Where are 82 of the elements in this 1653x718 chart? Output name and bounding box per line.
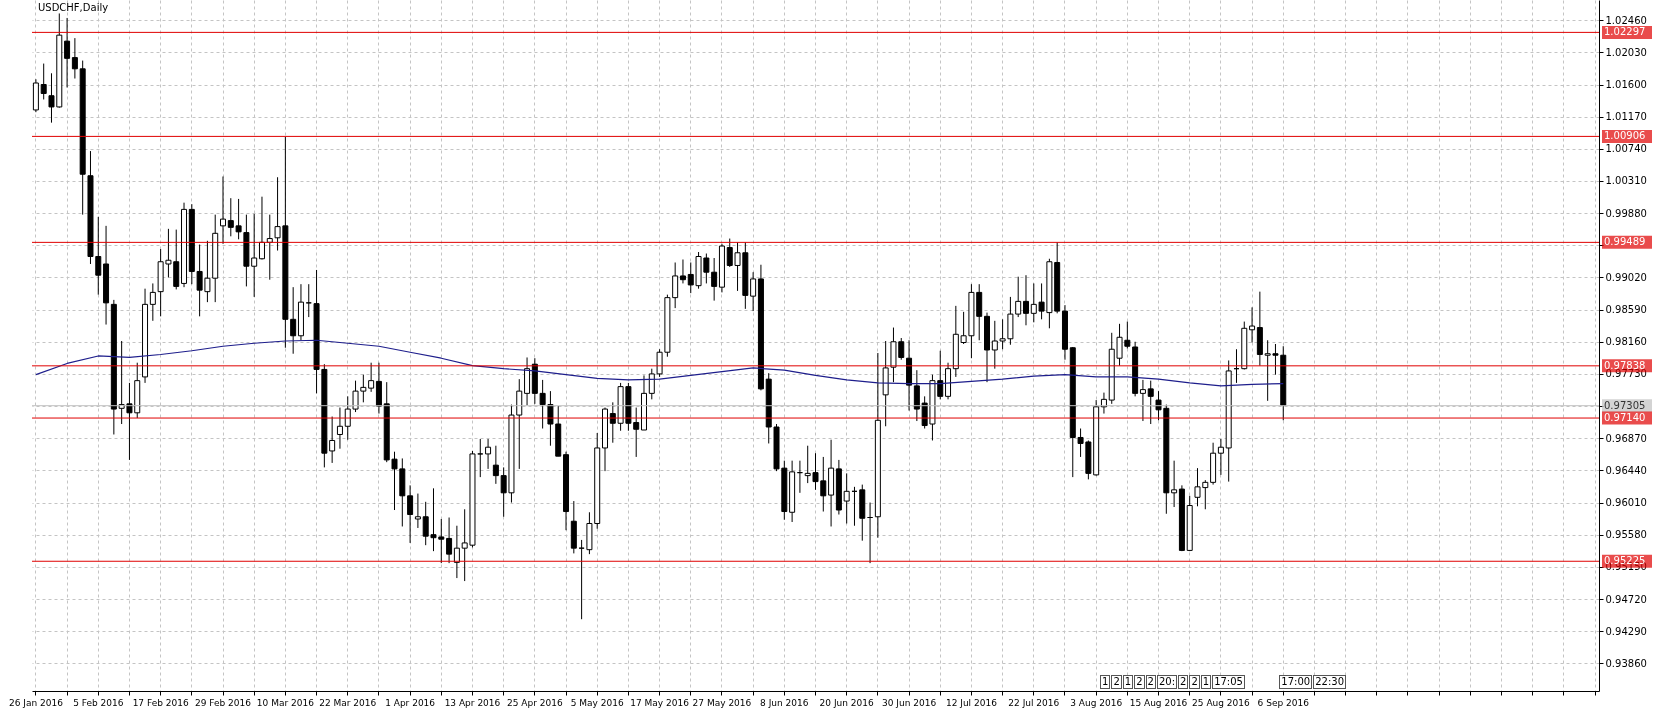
- x-tick-label: 5 May 2016: [570, 697, 624, 708]
- candlestick: [220, 175, 226, 245]
- x-tick-label: 17 Feb 2016: [132, 697, 189, 708]
- x-tick-label: 22 Jul 2016: [1008, 697, 1060, 708]
- candlestick: [485, 438, 492, 470]
- annotation: 1: [1200, 675, 1212, 689]
- annotation: 17:05: [1212, 675, 1245, 689]
- x-tick-label: 15 Aug 2016: [1129, 697, 1188, 708]
- candlestick: [1147, 380, 1154, 425]
- y-tick-label: 1.02460: [1605, 14, 1647, 26]
- annotation: 1: [1122, 675, 1134, 689]
- candlestick: [1217, 438, 1224, 476]
- y-tick-label: 0.96010: [1605, 497, 1647, 509]
- ref-line-label: 0.97838: [1604, 359, 1646, 371]
- candlestick: [1171, 460, 1178, 508]
- annotation: 17:00: [1279, 675, 1313, 689]
- chart-title: USDCHF,Daily: [38, 2, 109, 13]
- candlestick: [492, 445, 499, 485]
- annotation: 2: [1134, 675, 1145, 689]
- x-tick-label: 12 Jul 2016: [945, 697, 998, 708]
- candlestick: [1139, 379, 1146, 422]
- x-tick-label: 10 Mar 2016: [256, 697, 315, 708]
- candlestick: [843, 472, 850, 524]
- ref-line-label: 0.97305: [1604, 399, 1646, 411]
- x-tick-label: 25 Aug 2016: [1192, 697, 1250, 708]
- x-tick-label: 17 May 2016: [630, 697, 690, 708]
- x-tick-label: 20 Jun 2016: [819, 697, 875, 708]
- x-tick-label: 29 Feb 2016: [194, 697, 252, 708]
- candlestick: [1022, 274, 1029, 326]
- candlestick: [477, 438, 484, 478]
- y-tick-label: 0.94290: [1605, 625, 1647, 637]
- x-tick-label: 3 Aug 2016: [1070, 697, 1123, 708]
- candlestick: [258, 196, 265, 260]
- x-tick-label: 1 Apr 2016: [385, 697, 436, 708]
- candlestick: [40, 63, 47, 100]
- y-tick-label: 1.02030: [1605, 46, 1647, 58]
- annotation: 1: [1100, 675, 1111, 689]
- y-tick-label: 0.93860: [1605, 657, 1647, 669]
- ref-line-label: 1.02297: [1604, 26, 1646, 38]
- annotation: 2: [1189, 675, 1200, 689]
- candlestick: [305, 283, 312, 318]
- ref-line-label: 0.97140: [1604, 412, 1646, 424]
- x-tick-label: 8 Jun 2016: [760, 697, 809, 708]
- y-tick-label: 0.96440: [1605, 464, 1647, 476]
- annotation: 22:30: [1313, 675, 1347, 689]
- x-tick-label: 26 Jan 2016: [8, 697, 64, 708]
- y-tick-label: 0.99020: [1605, 271, 1647, 283]
- y-tick-label: 1.01170: [1605, 111, 1647, 123]
- x-tick-label: 22 Mar 2016: [319, 697, 377, 708]
- x-tick-label: 27 May 2016: [692, 697, 752, 708]
- candlestick: [64, 17, 71, 88]
- annotation: 2: [1145, 675, 1156, 689]
- candlestick: [71, 37, 78, 80]
- y-tick-label: 1.00740: [1605, 143, 1647, 155]
- candlestick: [446, 517, 453, 564]
- x-tick-label: 6 Sep 2016: [1257, 697, 1310, 708]
- candlestick: [453, 525, 460, 579]
- ref-line-label: 0.99489: [1604, 236, 1646, 248]
- candlestick: [414, 493, 421, 529]
- y-tick-label: 1.00310: [1605, 175, 1647, 187]
- y-tick-label: 1.01600: [1605, 79, 1647, 91]
- candlestick: [368, 362, 375, 393]
- y-tick-label: 0.94720: [1605, 593, 1647, 605]
- annotation: 20:: [1156, 675, 1178, 689]
- candlestick: [750, 271, 757, 312]
- y-tick-label: 0.99880: [1605, 207, 1647, 219]
- x-tick-label: 5 Feb 2016: [73, 697, 124, 708]
- candlestick: [407, 484, 414, 544]
- candlestick: [679, 259, 686, 284]
- candlestick: [149, 282, 156, 322]
- annotation: 2: [1178, 675, 1189, 689]
- x-tick-label: 25 Apr 2016: [507, 697, 563, 708]
- candlestick: [1249, 306, 1256, 344]
- ref-line-label: 1.00906: [1604, 130, 1646, 142]
- x-tick-label: 13 Apr 2016: [444, 697, 501, 708]
- y-tick-label: 0.98160: [1605, 336, 1647, 348]
- x-tick-label: 30 Jun 2016: [881, 697, 937, 708]
- candlestick: [336, 407, 343, 450]
- y-tick-label: 0.95580: [1605, 529, 1647, 541]
- annotation: 2: [1111, 675, 1122, 689]
- y-tick-label: 0.96870: [1605, 432, 1647, 444]
- y-tick-label: 0.98590: [1605, 304, 1647, 316]
